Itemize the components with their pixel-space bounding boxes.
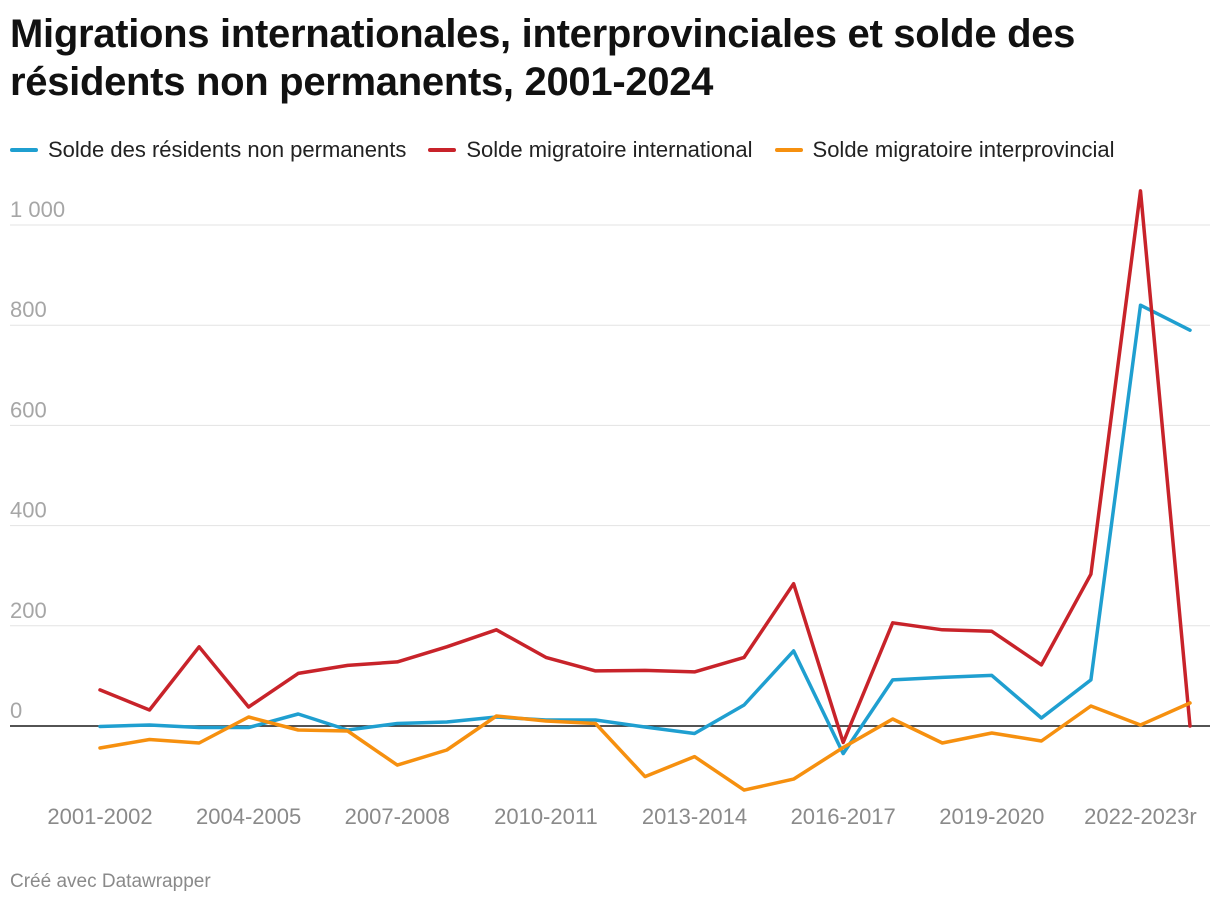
legend-swatch-npr	[10, 148, 38, 152]
legend-item-international: Solde migratoire international	[428, 137, 753, 163]
x-tick-label: 2010-2011	[494, 804, 598, 829]
x-axis-labels: 2001-2002 2004-2005 2007-2008 2010-2011 2013…	[47, 804, 1196, 829]
legend-item-interprovincial: Solde migratoire interprovincial	[774, 137, 1115, 163]
series-lines	[98, 189, 1192, 792]
series-line-interprovincial	[98, 701, 1192, 792]
y-tick-label: 200	[10, 598, 47, 623]
y-tick-label: 1 000	[10, 197, 65, 222]
y-tick-label: 600	[10, 397, 47, 422]
y-tick-label: 800	[10, 297, 47, 322]
x-tick-label: 2016-2017	[791, 804, 896, 829]
y-tick-label: 0	[10, 698, 22, 723]
chart-title: Migrations internationales, interprovinc…	[10, 12, 1076, 104]
legend-label-international: Solde migratoire international	[466, 137, 753, 162]
legend-swatch-interprovincial	[774, 148, 803, 152]
x-tick-label: 2019-2020	[939, 804, 1044, 829]
series-line-npr	[98, 303, 1192, 756]
x-tick-label: 2013-2014	[642, 804, 747, 829]
x-tick-label: 2007-2008	[345, 804, 450, 829]
x-tick-label: 2022-2023r	[1084, 804, 1197, 829]
y-tick-label: 400	[10, 498, 47, 523]
gridlines: 0 200 400 600 800 1 000	[10, 197, 1210, 727]
legend-item-npr: Solde des résidents non permanents	[10, 137, 406, 163]
legend-label-npr: Solde des résidents non permanents	[48, 137, 407, 162]
footer-credit: Créé avec Datawrapper	[10, 871, 211, 892]
x-tick-label: 2001-2002	[47, 804, 152, 829]
x-tick-label: 2004-2005	[196, 804, 301, 829]
legend-label-interprovincial: Solde migratoire interprovincial	[812, 137, 1115, 162]
legend: Solde des résidents non permanents Solde…	[10, 136, 1115, 164]
legend-swatch-international	[428, 148, 457, 152]
series-line-international	[98, 189, 1192, 745]
